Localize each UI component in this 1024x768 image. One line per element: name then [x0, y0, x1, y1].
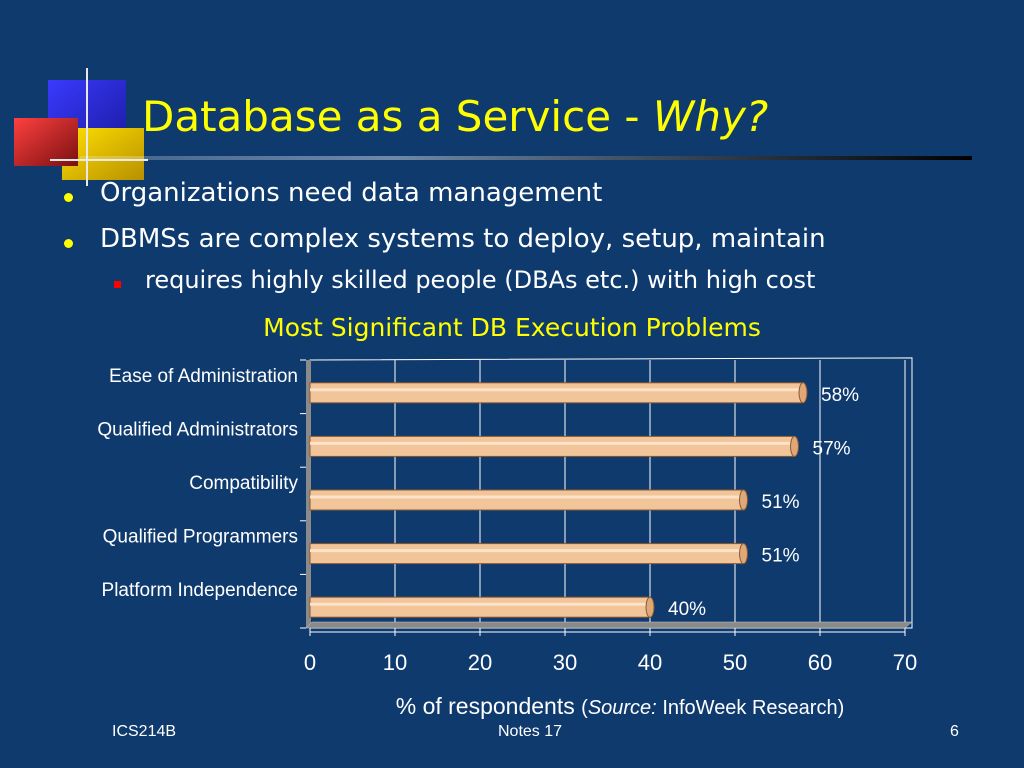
- source-paren: (: [581, 697, 588, 719]
- footer-notes: Notes 17: [498, 723, 563, 740]
- bar: [309, 543, 744, 565]
- category-label: Qualified Programmers: [103, 527, 298, 548]
- bullet-dot-icon: [64, 193, 73, 202]
- bar-end-cap: [739, 489, 748, 511]
- bullet-1: Organizations need data management: [100, 178, 603, 208]
- category-label: Compatibility: [189, 473, 298, 494]
- title-main-text: Database as a Service -: [142, 92, 653, 141]
- data-label: 58%: [821, 385, 859, 406]
- bar: [309, 489, 744, 511]
- x-tick-label: 40: [638, 650, 662, 675]
- bar-end-cap: [790, 435, 799, 457]
- data-label: 57%: [813, 438, 851, 459]
- chart-title: Most Significant DB Execution Problems: [263, 313, 761, 342]
- category-label: Ease of Administration: [109, 366, 298, 387]
- bar-end-cap: [645, 596, 655, 618]
- bullet-dot-icon: [64, 239, 73, 248]
- data-label: 51%: [762, 546, 800, 567]
- sub-bullet-square-icon: [114, 281, 121, 288]
- footer-page-number: 6: [950, 723, 959, 740]
- x-axis-label: % of respondents (Source: InfoWeek Resea…: [0, 693, 1024, 720]
- x-tick-label: 10: [383, 650, 407, 675]
- source-prefix: Source:: [587, 697, 657, 719]
- x-tick-label: 20: [468, 650, 492, 675]
- data-label: 51%: [762, 492, 800, 513]
- decorative-squares-logo: [14, 68, 148, 186]
- footer-course: ICS214B: [112, 723, 177, 740]
- bar: [309, 596, 651, 618]
- category-label: Platform Independence: [102, 580, 298, 601]
- slide-title: Database as a Service - Why?: [142, 92, 768, 141]
- bullet-2: DBMSs are complex systems to deploy, set…: [100, 224, 826, 254]
- title-underline: [80, 156, 972, 160]
- x-tick-label: 70: [893, 650, 917, 675]
- source-text: InfoWeek Research): [662, 697, 845, 719]
- bar-end-cap: [739, 543, 748, 565]
- bar-end-cap: [798, 382, 808, 404]
- plot-left-wall: [306, 360, 311, 628]
- x-tick-label: 50: [723, 650, 747, 675]
- x-tick-label: 0: [304, 650, 316, 675]
- x-tick-label: 60: [808, 650, 832, 675]
- sub-bullet: requires highly skilled people (DBAs etc…: [145, 266, 816, 294]
- source-note: (Source: InfoWeek Research): [581, 697, 844, 719]
- title-emphasis-text: Why?: [652, 92, 769, 141]
- data-label: 40%: [668, 599, 706, 620]
- plot-floor: [305, 621, 913, 629]
- bar: [309, 382, 804, 404]
- x-tick-label: 30: [553, 650, 577, 675]
- x-axis-title: % of respondents: [395, 693, 575, 719]
- category-label: Qualified Administrators: [97, 419, 298, 440]
- bar: [309, 435, 795, 457]
